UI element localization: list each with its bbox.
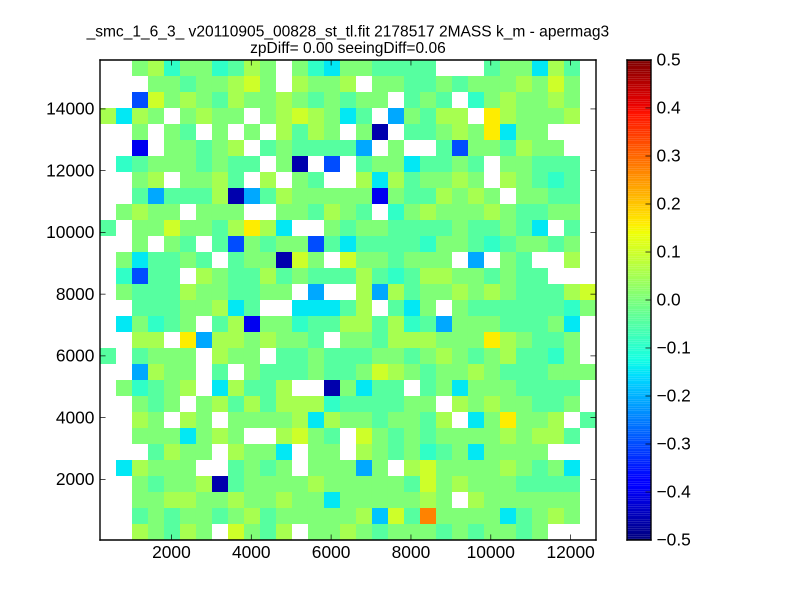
svg-text:12000: 12000 [546, 542, 594, 562]
svg-text:6000: 6000 [56, 346, 95, 366]
svg-text:0.1: 0.1 [657, 242, 681, 262]
svg-text:12000: 12000 [46, 160, 94, 180]
svg-text:0.0: 0.0 [657, 290, 681, 310]
svg-text:0.3: 0.3 [657, 146, 681, 166]
svg-text:10000: 10000 [467, 542, 515, 562]
svg-text:10000: 10000 [46, 222, 94, 242]
svg-text:2000: 2000 [56, 469, 95, 489]
svg-text:14000: 14000 [46, 99, 94, 119]
svg-text:_smc_1_6_3_ v20110905_00828_st: _smc_1_6_3_ v20110905_00828_st_tl.fit 21… [86, 23, 610, 40]
svg-text:−0.5: −0.5 [657, 530, 691, 550]
svg-text:−0.1: −0.1 [657, 338, 691, 358]
svg-text:0.4: 0.4 [657, 98, 681, 118]
svg-text:8000: 8000 [56, 284, 95, 304]
svg-text:0.2: 0.2 [657, 194, 681, 214]
svg-text:0.5: 0.5 [657, 50, 681, 70]
svg-text:2000: 2000 [152, 542, 191, 562]
svg-text:4000: 4000 [232, 542, 271, 562]
svg-text:−0.4: −0.4 [657, 482, 692, 502]
svg-text:−0.2: −0.2 [657, 386, 691, 406]
svg-text:zpDiff= 0.00 seeingDiff=0.06: zpDiff= 0.00 seeingDiff=0.06 [250, 40, 446, 57]
svg-text:6000: 6000 [312, 542, 351, 562]
svg-text:4000: 4000 [56, 407, 95, 427]
svg-text:−0.3: −0.3 [657, 434, 691, 454]
svg-text:8000: 8000 [392, 542, 431, 562]
